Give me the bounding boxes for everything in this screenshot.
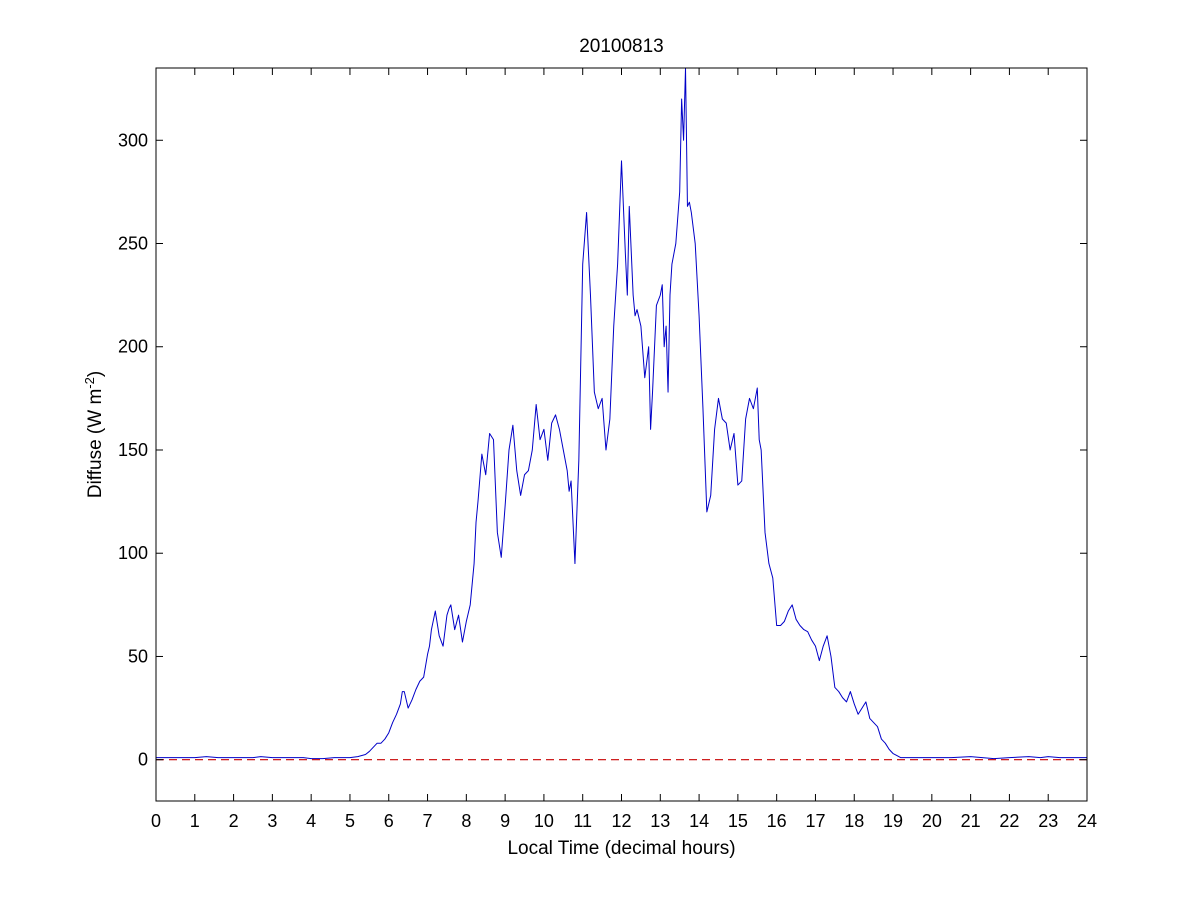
x-tick-label: 11 bbox=[573, 811, 592, 831]
chart-title: 20100813 bbox=[579, 36, 664, 57]
x-tick-label: 14 bbox=[689, 811, 709, 831]
y-tick-label: 150 bbox=[118, 440, 148, 460]
x-tick-label: 21 bbox=[961, 811, 981, 831]
ticks-layer: 0 1 2 3 4 5 6 7 8 9 10 11 12 13 14 15 16 17 18 19 20 21 22 23 24… bbox=[118, 68, 1097, 831]
x-tick-label: 12 bbox=[611, 811, 631, 831]
diffuse-series-line bbox=[156, 67, 1087, 760]
y-axis-label-exponent: -2 bbox=[82, 377, 97, 389]
x-tick-label: 18 bbox=[844, 811, 864, 831]
plot-background bbox=[156, 68, 1087, 801]
x-tick-label: 0 bbox=[151, 811, 161, 831]
x-tick-label: 7 bbox=[423, 811, 433, 831]
x-tick-label: 1 bbox=[190, 811, 200, 831]
y-tick-label: 0 bbox=[138, 750, 148, 770]
x-tick-label: 20 bbox=[922, 811, 942, 831]
x-tick-label: 9 bbox=[500, 811, 510, 831]
x-tick-label: 17 bbox=[805, 811, 825, 831]
y-axis-label: Diffuse (W m-2) bbox=[82, 371, 107, 498]
y-tick-label: 250 bbox=[118, 234, 148, 254]
x-tick-label: 24 bbox=[1077, 811, 1097, 831]
y-axis-label-prefix: Diffuse (W m bbox=[85, 389, 106, 498]
y-tick-label: 300 bbox=[118, 130, 148, 150]
y-tick-label: 100 bbox=[118, 543, 148, 563]
x-tick-label: 16 bbox=[767, 811, 787, 831]
x-axis-label: Local Time (decimal hours) bbox=[507, 838, 735, 859]
y-tick-label: 200 bbox=[118, 337, 148, 357]
x-tick-label: 2 bbox=[229, 811, 239, 831]
y-axis-label-suffix: ) bbox=[85, 371, 106, 377]
x-tick-label: 6 bbox=[384, 811, 394, 831]
x-tick-label: 8 bbox=[461, 811, 471, 831]
x-tick-label: 3 bbox=[267, 811, 277, 831]
y-tick-label: 50 bbox=[128, 646, 148, 666]
x-tick-label: 10 bbox=[534, 811, 554, 831]
x-tick-label: 19 bbox=[883, 811, 903, 831]
x-tick-label: 13 bbox=[650, 811, 670, 831]
x-tick-label: 23 bbox=[1038, 811, 1058, 831]
x-tick-label: 4 bbox=[306, 811, 316, 831]
x-tick-label: 15 bbox=[728, 811, 748, 831]
x-tick-label: 5 bbox=[345, 811, 355, 831]
x-tick-label: 22 bbox=[999, 811, 1019, 831]
series-layer bbox=[156, 67, 1087, 761]
